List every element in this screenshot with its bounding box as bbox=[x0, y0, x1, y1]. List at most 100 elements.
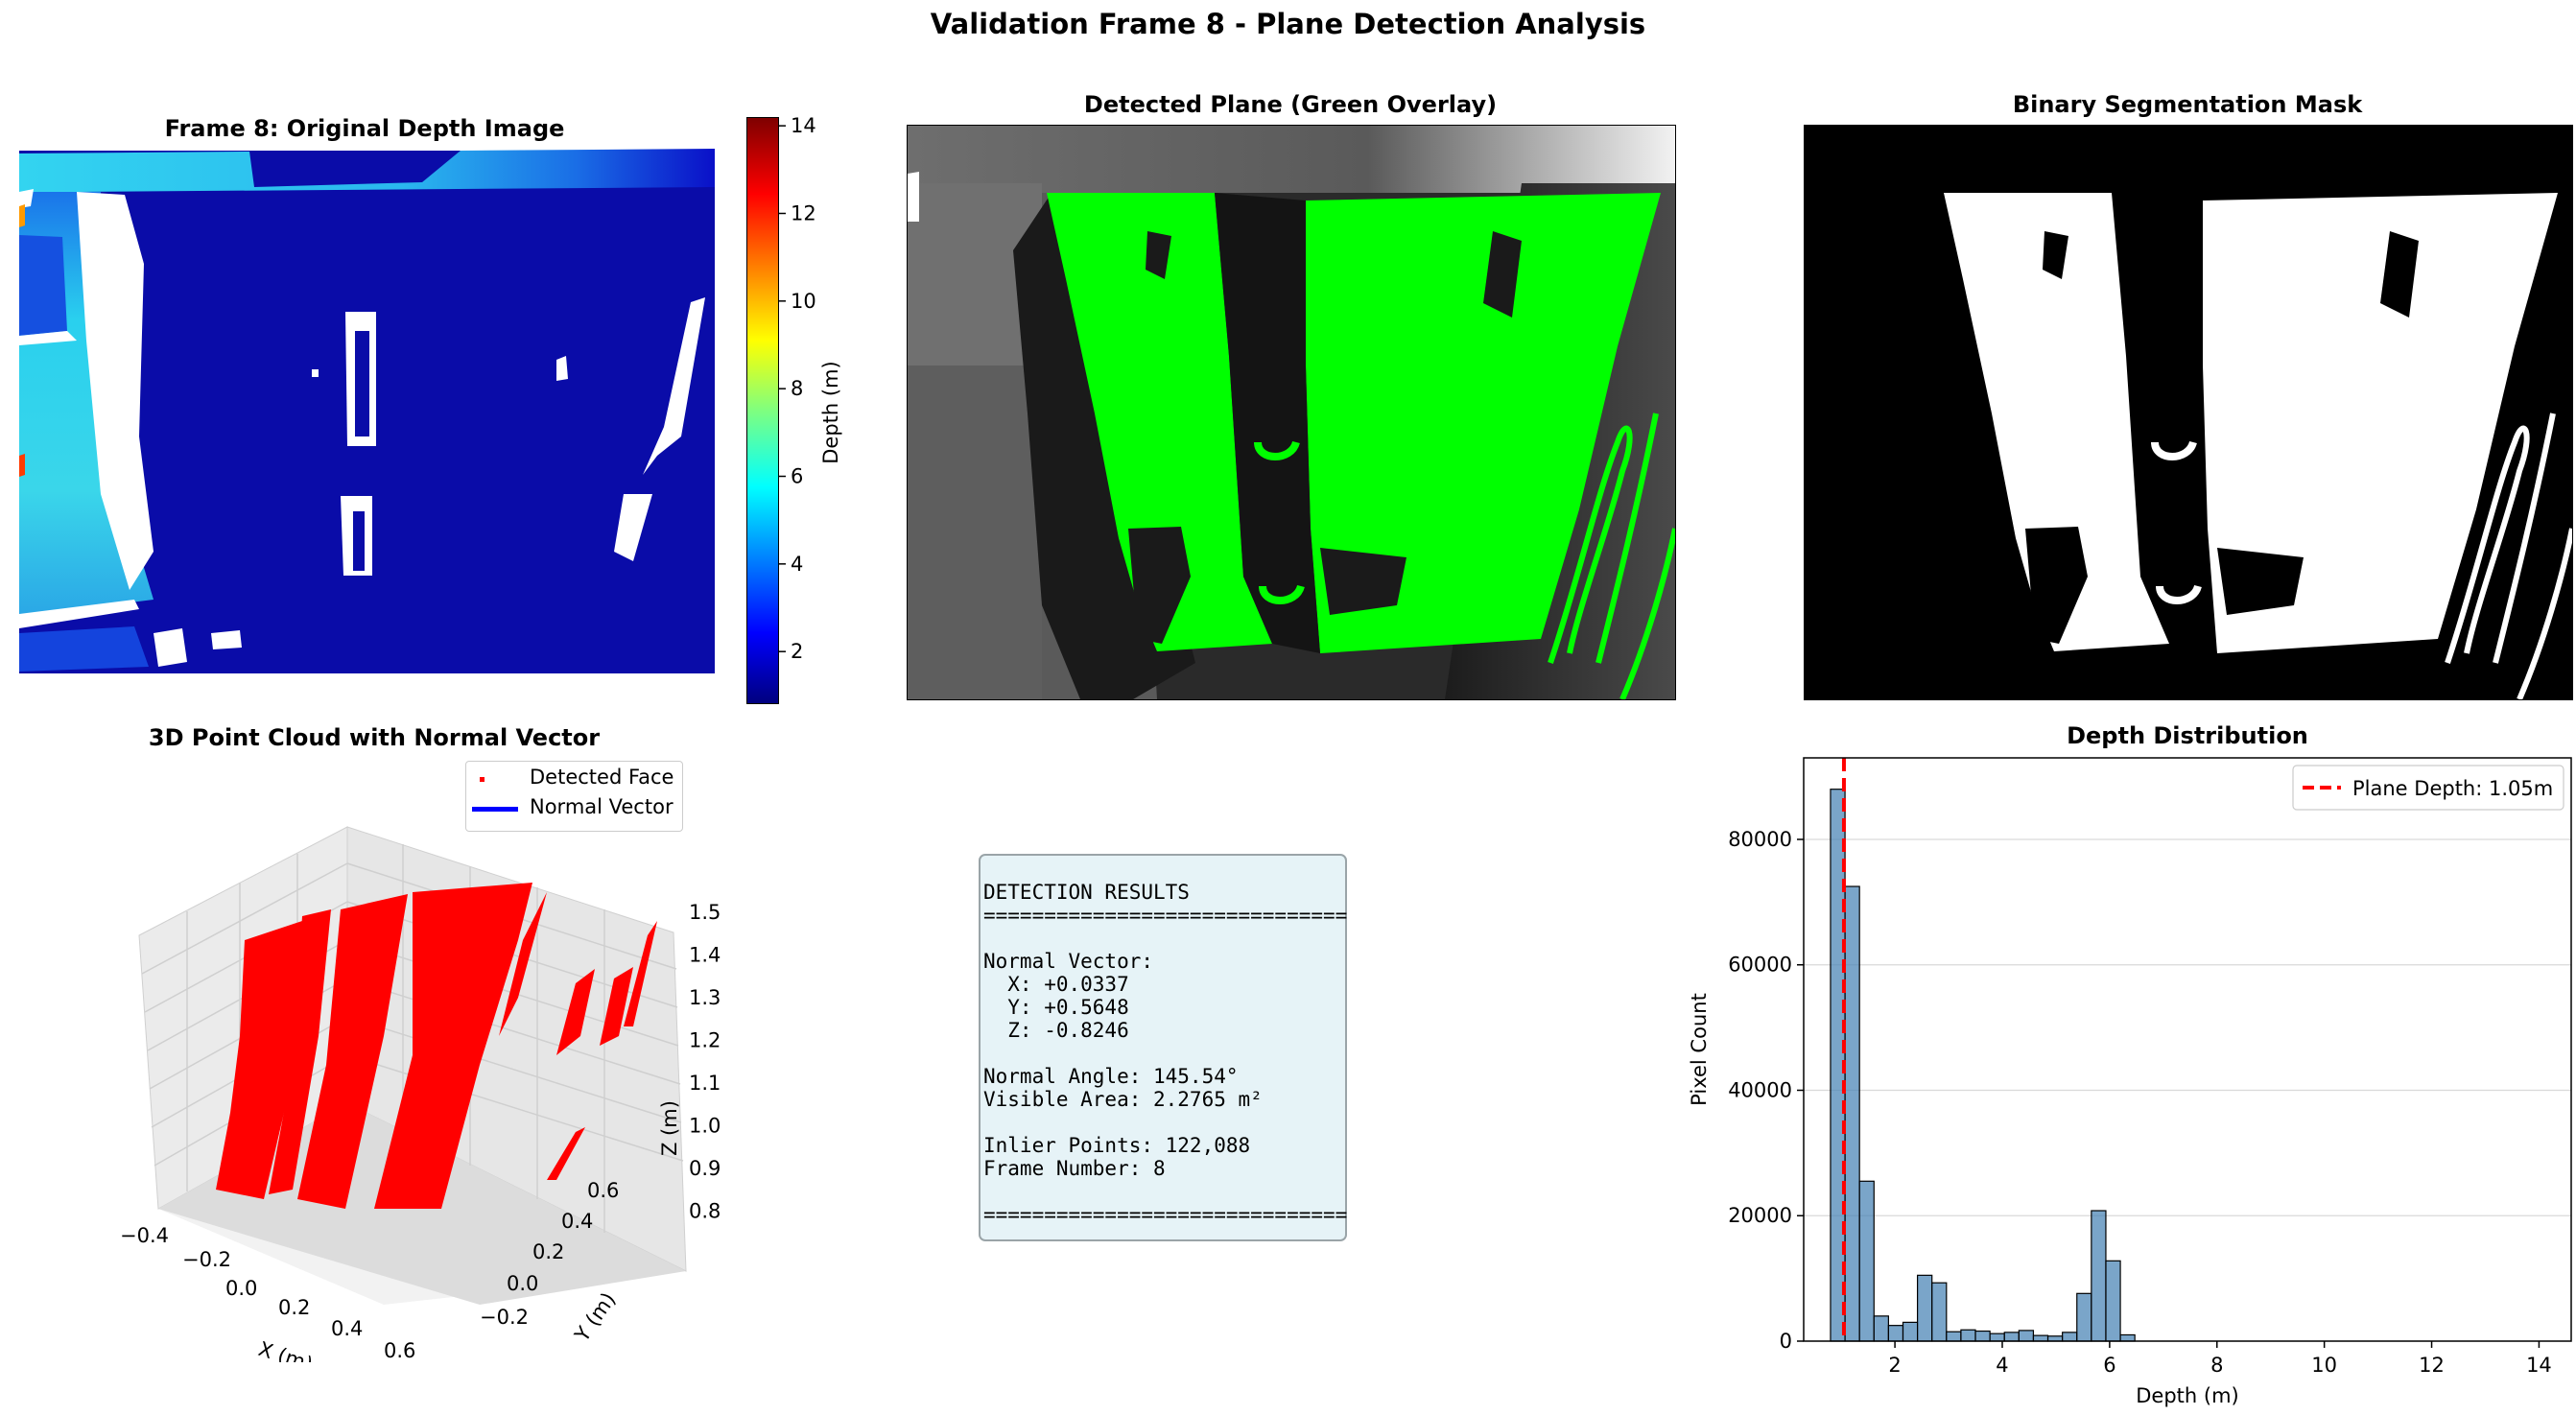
results-line bbox=[983, 1042, 1347, 1065]
histogram-x-label: Depth (m) bbox=[2136, 1384, 2238, 1407]
z-tick-label: 1.3 bbox=[689, 986, 721, 1009]
y-axis-label: Y (m) bbox=[570, 1288, 621, 1347]
results-line: ============================== bbox=[983, 904, 1348, 927]
z-tick-label: 1.5 bbox=[689, 901, 721, 924]
results-line: Visible Area: 2.2765 m² bbox=[983, 1088, 1263, 1111]
histogram-bar bbox=[2018, 1330, 2035, 1342]
z-axis-label: Z (m) bbox=[658, 1100, 681, 1156]
results-line: DETECTION RESULTS bbox=[983, 881, 1190, 904]
x-tick-label: −0.2 bbox=[182, 1248, 231, 1271]
colorbar-tick-label: 6 bbox=[791, 465, 803, 488]
histogram-bar bbox=[1989, 1332, 2005, 1342]
histogram-bar bbox=[1960, 1329, 1976, 1342]
results-line: X: +0.0337 bbox=[983, 973, 1129, 996]
histogram-bar bbox=[1873, 1315, 1889, 1342]
y-tick-label: 80000 bbox=[1728, 828, 1792, 851]
y-tick-label: 0.0 bbox=[507, 1272, 538, 1295]
results-line: Inlier Points: 122,088 bbox=[983, 1134, 1251, 1157]
colorbar-tick-label: 2 bbox=[791, 640, 803, 663]
histogram-bar bbox=[1887, 1325, 1904, 1342]
x-tick-label: 4 bbox=[1996, 1354, 2008, 1377]
colorbar-tick-label: 10 bbox=[791, 290, 816, 313]
depth-image-title: Frame 8: Original Depth Image bbox=[164, 115, 565, 142]
histogram-bar bbox=[1946, 1331, 1962, 1342]
histogram-bar bbox=[2105, 1260, 2121, 1342]
x-tick-label: 2 bbox=[1888, 1354, 1901, 1377]
histogram-legend bbox=[2292, 765, 2564, 811]
y-tick-label: 0 bbox=[1780, 1330, 1792, 1353]
results-line bbox=[983, 1180, 1347, 1203]
point-cloud-title: 3D Point Cloud with Normal Vector bbox=[148, 724, 601, 751]
figure-title: Validation Frame 8 - Plane Detection Ana… bbox=[930, 8, 1646, 40]
legend-detected-face: Detected Face bbox=[530, 766, 674, 789]
overlay-title: Detected Plane (Green Overlay) bbox=[1083, 91, 1498, 118]
colorbar-tick-label: 14 bbox=[791, 114, 816, 137]
point-cloud-3d: −0.4 −0.2 0.0 0.2 0.4 0.6 −0.2 0.0 0.2 0.4 0.6 1.5 1… bbox=[120, 826, 721, 1362]
y-tick-label: 0.6 bbox=[587, 1179, 619, 1202]
x-tick-label: 0.6 bbox=[384, 1339, 415, 1362]
x-axis-label: X (m) bbox=[255, 1337, 315, 1362]
detection-results-text: DETECTION RESULTS =======================… bbox=[983, 881, 1347, 1226]
histogram-frame bbox=[1803, 757, 2572, 1342]
overlay-image bbox=[907, 125, 1676, 700]
x-tick-label: 12 bbox=[2419, 1354, 2445, 1377]
results-line: Y: +0.5648 bbox=[983, 996, 1129, 1019]
depth-histogram: 2 4 6 8 10 12 14 0 20000 40000 60000 80000 Depth (m)… bbox=[1688, 757, 2572, 1407]
z-tick-label: 1.0 bbox=[689, 1115, 721, 1138]
z-tick-label: 0.9 bbox=[689, 1157, 721, 1180]
histogram-y-label: Pixel Count bbox=[1688, 993, 1711, 1106]
y-tick-label: −0.2 bbox=[480, 1306, 529, 1329]
histogram-bar bbox=[2032, 1334, 2049, 1342]
mask-image bbox=[1804, 125, 2573, 700]
detection-results-box bbox=[979, 854, 1347, 1241]
x-tick-label: 6 bbox=[2103, 1354, 2115, 1377]
histogram-bar bbox=[1931, 1282, 1948, 1342]
depth-colorbar bbox=[746, 117, 779, 704]
histogram-bar bbox=[2091, 1210, 2107, 1342]
results-line bbox=[983, 1111, 1347, 1134]
histogram-bar bbox=[1917, 1274, 1933, 1342]
colorbar-axis: 2 4 6 8 10 12 14 bbox=[779, 114, 816, 663]
mask-title: Binary Segmentation Mask bbox=[2012, 91, 2363, 118]
y-tick-label: 40000 bbox=[1728, 1078, 1792, 1101]
legend-plane-depth: Plane Depth: 1.05m bbox=[2352, 777, 2553, 800]
results-line: Z: -0.8246 bbox=[983, 1019, 1129, 1042]
y-tick-label: 20000 bbox=[1728, 1204, 1792, 1227]
z-tick-label: 1.2 bbox=[689, 1029, 721, 1052]
histogram-bar bbox=[2119, 1333, 2136, 1342]
histogram-bar bbox=[1974, 1330, 1991, 1342]
normal-vector-marker bbox=[472, 807, 518, 812]
y-tick-label: 60000 bbox=[1728, 954, 1792, 977]
legend-normal-vector: Normal Vector bbox=[530, 795, 674, 818]
histogram-title: Depth Distribution bbox=[2067, 722, 2308, 749]
histogram-bar bbox=[1902, 1321, 1919, 1342]
z-tick-label: 1.1 bbox=[689, 1072, 721, 1095]
point-cloud-legend: Detected Face Normal Vector bbox=[465, 761, 683, 832]
detected-face-marker bbox=[480, 777, 484, 782]
histogram-bar bbox=[1844, 885, 1860, 1342]
colorbar-tick-label: 4 bbox=[791, 553, 803, 576]
x-tick-label: 0.4 bbox=[331, 1317, 363, 1340]
results-line: ============================== bbox=[983, 1203, 1348, 1226]
y-tick-label: 0.4 bbox=[561, 1210, 593, 1233]
colorbar-tick-label: 8 bbox=[791, 377, 803, 400]
histogram-bar bbox=[2003, 1332, 2020, 1342]
histogram-bar bbox=[1858, 1180, 1875, 1342]
histogram-bar bbox=[2076, 1292, 2092, 1342]
x-tick-label: −0.4 bbox=[120, 1224, 169, 1247]
x-tick-label: 14 bbox=[2526, 1354, 2552, 1377]
histogram-bar bbox=[2046, 1335, 2064, 1342]
results-line: Normal Angle: 145.54° bbox=[983, 1065, 1239, 1088]
z-tick-label: 0.8 bbox=[689, 1200, 721, 1223]
x-tick-label: 0.2 bbox=[278, 1296, 310, 1319]
results-line bbox=[983, 927, 1347, 950]
results-line: Frame Number: 8 bbox=[983, 1157, 1166, 1180]
x-tick-label: 10 bbox=[2311, 1354, 2337, 1377]
results-line: Normal Vector: bbox=[983, 950, 1154, 973]
x-tick-label: 8 bbox=[2210, 1354, 2223, 1377]
z-tick-label: 1.4 bbox=[689, 944, 721, 967]
y-tick-label: 0.2 bbox=[532, 1240, 564, 1263]
depth-image bbox=[19, 149, 720, 676]
x-tick-label: 0.0 bbox=[225, 1277, 257, 1300]
colorbar-label: Depth (m) bbox=[819, 361, 842, 464]
